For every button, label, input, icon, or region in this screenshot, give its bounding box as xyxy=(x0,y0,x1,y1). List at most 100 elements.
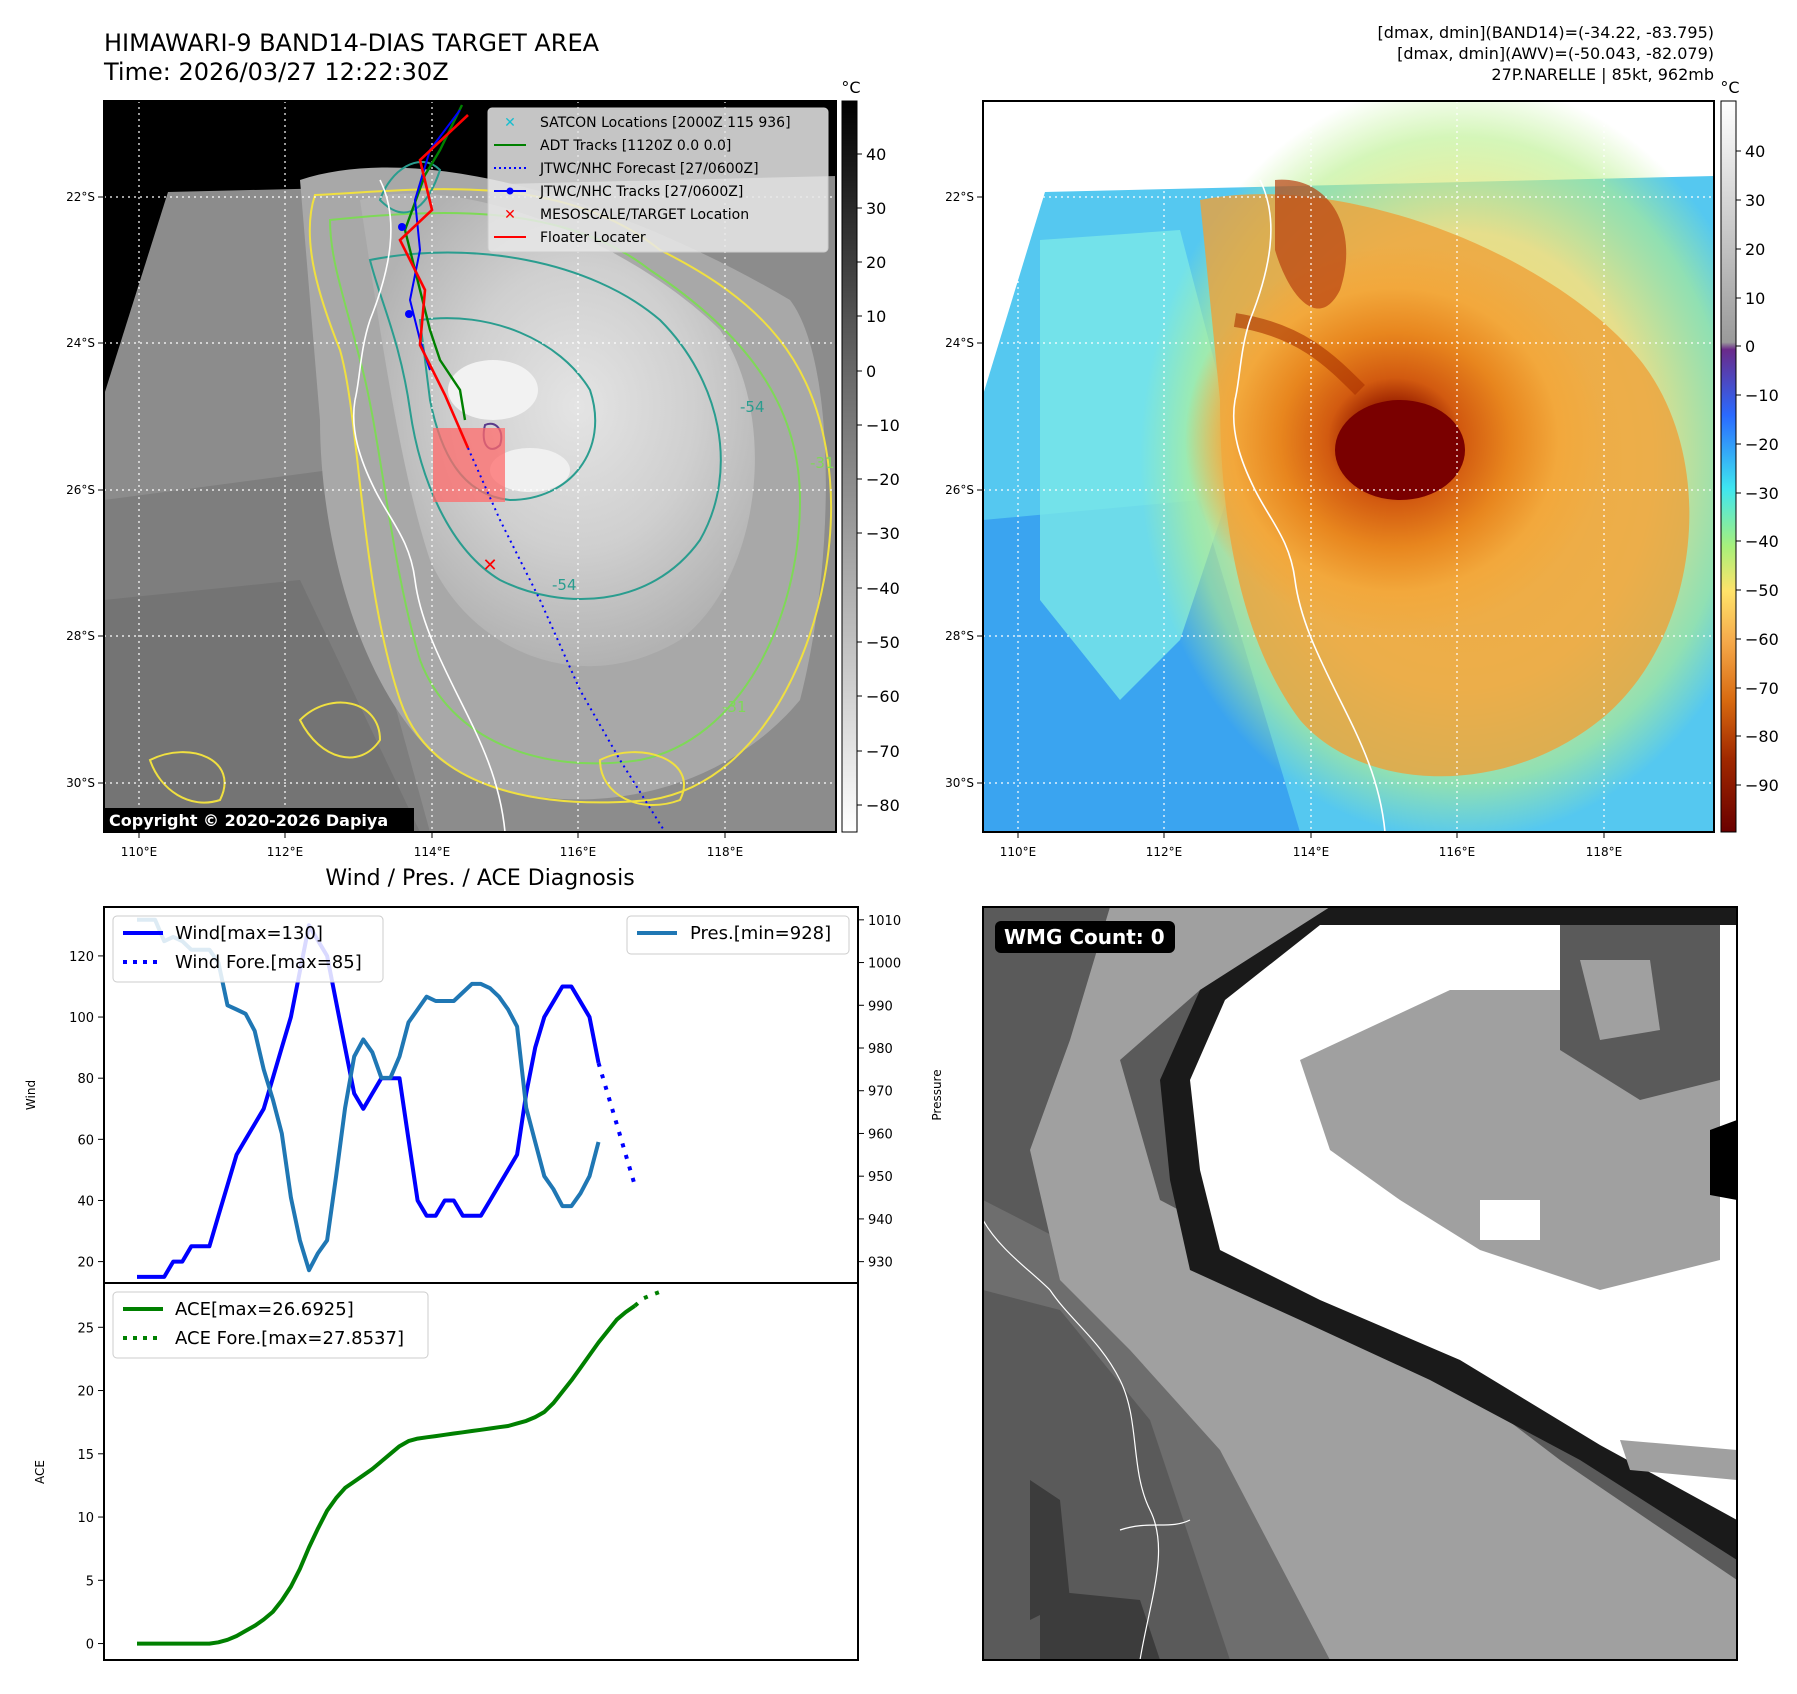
ace-axis-label: ACE xyxy=(33,1460,47,1484)
ace-plot xyxy=(137,1289,663,1646)
svg-text:✕: ✕ xyxy=(482,555,497,576)
colorbar-gray-tick: −80 xyxy=(866,796,900,815)
map1-lon-label: 110°E xyxy=(121,845,158,859)
pressure-tick-label: 940 xyxy=(868,1213,893,1228)
pressure-legend: Pres.[min=928] xyxy=(626,915,850,955)
map2-lat-label: 22°S xyxy=(945,190,974,204)
info-band14: [dmax, dmin](BAND14)=(-34.22, -83.795) xyxy=(1378,23,1714,42)
colorbar-color-tick: 40 xyxy=(1745,142,1765,161)
ace-tick-label: 25 xyxy=(77,1321,94,1336)
map1-lat-label: 28°S xyxy=(66,629,95,643)
ace-tick-label: 0 xyxy=(86,1638,94,1653)
main-time: Time: 2026/03/27 12:22:30Z xyxy=(103,58,449,86)
contour-label-4: -31 xyxy=(722,698,747,716)
map1-lat-label: 24°S xyxy=(66,336,95,350)
diagnosis-panel: Wind / Pres. / ACE Diagnosis Wind Pressu… xyxy=(24,866,944,1661)
map2-lat-labels: 22°S 24°S 26°S 28°S 30°S xyxy=(945,190,983,790)
colorbar-gray-tick: −10 xyxy=(866,416,900,435)
header: HIMAWARI-9 BAND14-DIAS TARGET AREA Time:… xyxy=(103,23,1714,86)
colorbar-gray-tick: −60 xyxy=(866,687,900,706)
wmg-panel: WMG Count: 0 xyxy=(982,906,1738,1661)
ace-tick-label: 10 xyxy=(77,1511,94,1526)
info-storm: 27P.NARELLE | 85kt, 962mb xyxy=(1491,65,1714,84)
colorbar-gray-tick: 40 xyxy=(866,145,886,164)
wind-forecast-line xyxy=(596,1062,637,1186)
colorbar-color-tick: −60 xyxy=(1745,630,1779,649)
wind-tick-label: 120 xyxy=(69,950,94,965)
colorbar-color-tick: −30 xyxy=(1745,484,1779,503)
map-legend-label: MESOSCALE/TARGET Location xyxy=(540,207,749,223)
wind-tick-label: 80 xyxy=(77,1072,94,1087)
pressure-tick-label: 930 xyxy=(868,1256,893,1271)
wind-tick-label: 40 xyxy=(77,1194,94,1209)
map-legend-label: Floater Locater xyxy=(540,230,646,246)
map-legend-label: ADT Tracks [1120Z 0.0 0.0] xyxy=(540,138,731,154)
map1-lat-labels: 22°S 24°S 26°S 28°S 30°S xyxy=(66,190,104,790)
map2-lon-label: 112°E xyxy=(1146,845,1183,859)
copyright-label: Copyright © 2020-2026 Dapiya xyxy=(109,811,388,830)
main-title: HIMAWARI-9 BAND14-DIAS TARGET AREA xyxy=(104,29,600,57)
wind-axis-label: Wind xyxy=(24,1080,38,1110)
colorbar-color-tick: −90 xyxy=(1745,776,1779,795)
legend-ace: ACE[max=26.6925] xyxy=(175,1299,354,1320)
map-legend-item: ✕ MESOSCALE/TARGET Location xyxy=(504,207,749,223)
wind-line xyxy=(137,923,601,1279)
map-ir-color: 110°E 112°E 114°E 116°E 118°E 22°S 24°S 26°S 28… xyxy=(945,100,1715,859)
colorbar-color-tick: −50 xyxy=(1745,581,1779,600)
map-legend-label: SATCON Locations [2000Z 115 936] xyxy=(540,115,791,131)
map2-lat-label: 30°S xyxy=(945,776,974,790)
colorbar-color-tick: −10 xyxy=(1745,386,1779,405)
colorbar-color-unit: °C xyxy=(1720,78,1739,97)
wind-plot xyxy=(137,923,637,1279)
pressure-tick-label: 1000 xyxy=(868,957,901,972)
pressure-axis-label: Pressure xyxy=(930,1069,944,1120)
map2-lat-label: 26°S xyxy=(945,483,974,497)
wind-tick-label: 100 xyxy=(69,1011,94,1026)
colorbar-color-tick: 30 xyxy=(1745,191,1765,210)
pressure-ticks: 930 940 950 960 970 980 990 1000 1010 xyxy=(858,914,901,1271)
colorbar-gray-tick: −40 xyxy=(866,579,900,598)
svg-text:✕: ✕ xyxy=(504,207,516,223)
map-legend: ✕ SATCON Locations [2000Z 115 936] ADT Tra… xyxy=(487,107,829,253)
ace-tick-label: 5 xyxy=(86,1574,94,1589)
pressure-tick-label: 1010 xyxy=(868,914,901,929)
colorbar-color-tick: −70 xyxy=(1745,679,1779,698)
wmg-count-label: WMG Count: 0 xyxy=(1004,925,1165,949)
colorbar-gray-tick: −70 xyxy=(866,742,900,761)
map2-lon-label: 114°E xyxy=(1293,845,1330,859)
wind-ticks: 20 40 60 80 100 120 xyxy=(69,950,104,1271)
pressure-tick-label: 970 xyxy=(868,1085,893,1100)
colorbar-gray: °C 40 30 20 10 0 −10 −20 −30 −40 −50 −60 −70 −80 xyxy=(841,78,900,833)
colorbar-gray-unit: °C xyxy=(841,78,860,97)
map2-lon-labels: 110°E 112°E 114°E 116°E 118°E xyxy=(1000,832,1623,859)
ace-tick-label: 20 xyxy=(77,1385,94,1400)
map2-lon-label: 118°E xyxy=(1586,845,1623,859)
wind-tick-label: 60 xyxy=(77,1133,94,1148)
pressure-tick-label: 990 xyxy=(868,999,893,1014)
map-legend-item: ✕ SATCON Locations [2000Z 115 936] xyxy=(504,115,790,131)
wind-legend: Wind[max=130] Wind Fore.[max=85] xyxy=(112,915,384,983)
legend-pressure: Pres.[min=928] xyxy=(690,923,831,944)
map1-lat-label: 26°S xyxy=(66,483,95,497)
contour-label-2: -31 xyxy=(810,454,835,472)
colorbar-gray-tick: −30 xyxy=(866,524,900,543)
map1-lat-label: 22°S xyxy=(66,190,95,204)
map1-lon-label: 112°E xyxy=(267,845,304,859)
colorbar-color-tick: 10 xyxy=(1745,289,1765,308)
colorbar-color-tick: −80 xyxy=(1745,727,1779,746)
ace-tick-label: 15 xyxy=(77,1448,94,1463)
map2-lon-label: 110°E xyxy=(1000,845,1037,859)
map-legend-item: Floater Locater xyxy=(494,230,646,246)
map1-lat-label: 30°S xyxy=(66,776,95,790)
colorbar-color-tick: 20 xyxy=(1745,240,1765,259)
pressure-tick-label: 980 xyxy=(868,1042,893,1057)
map-ir-gray: ✕ -54 -31 -54 -31 ✕ SATCON Locations [200… xyxy=(66,100,837,859)
svg-text:✕: ✕ xyxy=(504,115,516,131)
diagnosis-title: Wind / Pres. / ACE Diagnosis xyxy=(325,866,634,891)
map1-lon-label: 118°E xyxy=(707,845,744,859)
colorbar-color-tick: −20 xyxy=(1745,435,1779,454)
map1-lon-label: 114°E xyxy=(414,845,451,859)
wind-tick-label: 20 xyxy=(77,1256,94,1271)
map1-lon-label: 116°E xyxy=(560,845,597,859)
